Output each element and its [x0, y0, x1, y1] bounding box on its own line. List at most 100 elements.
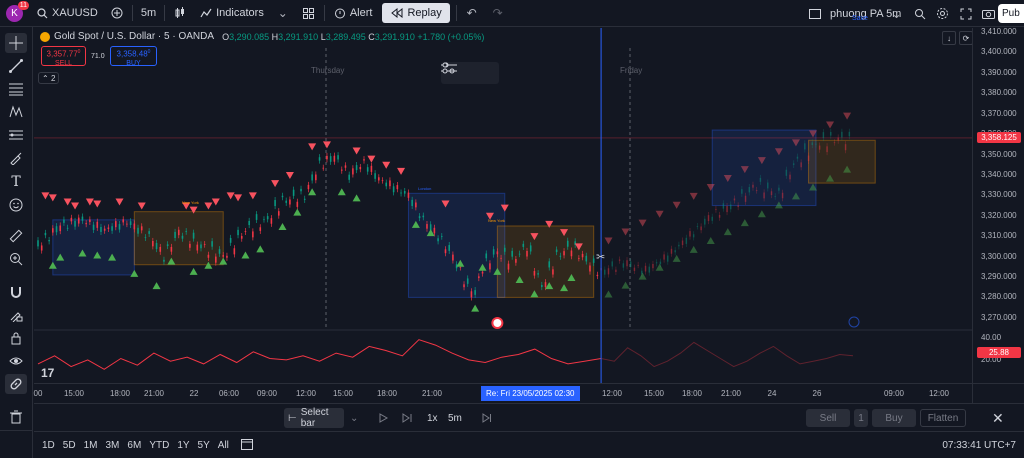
- price-axis[interactable]: 3,410.000 3,400.000 3,390.000 3,380.000 3,37…: [972, 27, 1024, 383]
- chart-type-button[interactable]: [167, 0, 193, 27]
- future-price-candle: [729, 204, 732, 210]
- price-candle: [489, 263, 491, 270]
- sell-signal-triangle: [574, 243, 583, 251]
- text-tool-button[interactable]: T: [5, 172, 27, 192]
- buy-button[interactable]: 3,358.480 BUY: [110, 46, 157, 67]
- lock-drawings-button[interactable]: [5, 328, 27, 348]
- time-axis[interactable]: 00 15:00 18:00 21:00 22 06:00 09:00 12:00 15:00 1…: [34, 383, 972, 403]
- chevron-down-icon[interactable]: ⌄: [891, 6, 902, 21]
- pencil-lock-icon: [10, 312, 23, 322]
- price-candle: [511, 250, 513, 257]
- range-button-6m[interactable]: 6M: [127, 439, 142, 451]
- price-candle: [444, 249, 447, 254]
- gear-icon[interactable]: [931, 7, 954, 21]
- select-bar-button[interactable]: ⊢ Select bar: [284, 407, 344, 429]
- pattern-tool-button[interactable]: [5, 102, 27, 122]
- indicator-templates-button[interactable]: ⌄: [270, 0, 296, 27]
- buy-signal-triangle: [256, 245, 265, 253]
- fib-tool-button[interactable]: [5, 79, 27, 99]
- chart-canvas[interactable]: ✂: [34, 28, 972, 383]
- collapse-indicators-button[interactable]: ⌃ 2: [38, 72, 60, 84]
- select-bar-dropdown[interactable]: ⌄: [350, 408, 358, 428]
- buy-signal-triangle: [48, 261, 57, 269]
- range-button-all[interactable]: All: [217, 439, 229, 451]
- future-price-candle: [670, 248, 673, 254]
- sync-drawings-button[interactable]: [5, 374, 27, 394]
- chart-scroll-down-button[interactable]: ↓: [942, 31, 956, 45]
- trend-line-tool-button[interactable]: [5, 56, 27, 76]
- sell-signal-triangle: [530, 233, 539, 241]
- future-price-candle: [629, 261, 632, 268]
- indicators-button[interactable]: Indicators: [193, 0, 270, 27]
- user-avatar[interactable]: K 11: [6, 0, 29, 22]
- future-price-candle: [770, 191, 773, 196]
- close-replay-button[interactable]: ✕: [992, 408, 1004, 428]
- future-price-candle: [837, 137, 839, 141]
- play-button[interactable]: [378, 408, 388, 428]
- open-label: O: [222, 31, 230, 42]
- replay-qty-field[interactable]: 1: [854, 409, 868, 427]
- remove-drawings-button[interactable]: [5, 407, 27, 427]
- sell-signal-triangle: [137, 202, 146, 210]
- chart-pane[interactable]: ✂ Gold Spot / U.S. Dollar · 5 · OANDA O3…: [34, 28, 972, 383]
- chart-reset-button[interactable]: ⟳: [959, 31, 972, 45]
- floating-drawing-tools[interactable]: [441, 62, 499, 84]
- alert-button[interactable]: Alert: [327, 0, 379, 27]
- range-button-3m[interactable]: 3M: [105, 439, 120, 451]
- time-tick-label: 06:00: [218, 389, 240, 398]
- symbol-search-button[interactable]: XAUUSD: [29, 0, 104, 27]
- magnet-tool-button[interactable]: [5, 282, 27, 302]
- flatten-button[interactable]: Flatten: [920, 409, 966, 427]
- price-candle: [229, 237, 232, 243]
- price-candle: [40, 245, 43, 251]
- replay-buy-button[interactable]: Buy: [872, 409, 916, 427]
- range-button-5d[interactable]: 5D: [62, 439, 76, 451]
- range-button-5y[interactable]: 5Y: [197, 439, 210, 451]
- undo-button[interactable]: ↶: [459, 0, 485, 27]
- sell-button[interactable]: 3,357.770 SELL: [41, 46, 86, 67]
- hide-drawings-button[interactable]: [5, 351, 27, 371]
- crosshair-tool-button[interactable]: [5, 33, 27, 53]
- replay-interval-button[interactable]: 5m: [448, 412, 462, 424]
- speed-button[interactable]: 1x: [427, 412, 438, 424]
- redo-button[interactable]: ↷: [485, 0, 511, 27]
- price-candle: [452, 254, 454, 261]
- fullscreen-icon[interactable]: [954, 7, 977, 21]
- trash-icon: [10, 410, 22, 424]
- prediction-tool-button[interactable]: [5, 125, 27, 145]
- redo-icon: ↷: [492, 6, 503, 20]
- jump-to-realtime-button[interactable]: [482, 408, 492, 428]
- layouts-button[interactable]: [296, 0, 322, 27]
- future-price-candle: [844, 144, 847, 151]
- price-candle: [303, 198, 306, 200]
- measure-tool-button[interactable]: [5, 226, 27, 246]
- compare-button[interactable]: [104, 0, 130, 27]
- forward-button[interactable]: [402, 408, 412, 428]
- range-button-ytd[interactable]: YTD: [149, 439, 170, 451]
- zoom-tool-button[interactable]: [5, 249, 27, 269]
- sell-signal-triangle: [189, 206, 198, 214]
- layout-name-button[interactable]: phuong PA 5m Save: [808, 0, 901, 27]
- quick-search-icon[interactable]: [908, 7, 931, 21]
- price-candle: [107, 227, 110, 229]
- range-button-1m[interactable]: 1M: [83, 439, 98, 451]
- replay-sell-button[interactable]: Sell: [806, 409, 850, 427]
- buy-signal-triangle: [471, 304, 480, 312]
- stay-drawing-button[interactable]: [5, 305, 27, 325]
- buy-signal-triangle: [152, 282, 161, 290]
- publish-button[interactable]: Pub: [998, 4, 1024, 23]
- emoji-tool-button[interactable]: [5, 195, 27, 215]
- price-candle: [333, 155, 336, 162]
- future-sell-triangle: [638, 219, 647, 227]
- camera-icon[interactable]: [977, 7, 1000, 21]
- date-range-icon[interactable]: [240, 438, 253, 453]
- range-button-1d[interactable]: 1D: [42, 439, 55, 451]
- price-tick-label: 3,400.000: [981, 47, 1017, 57]
- replay-button[interactable]: Replay: [382, 3, 450, 23]
- utc-clock[interactable]: 07:33:41 UTC+7: [942, 440, 1016, 451]
- day-label-thursday: Thursday: [311, 66, 345, 75]
- range-button-1y[interactable]: 1Y: [177, 439, 190, 451]
- future-price-candle: [829, 131, 832, 136]
- brush-tool-button[interactable]: [5, 148, 27, 168]
- interval-button[interactable]: 5m: [140, 7, 157, 19]
